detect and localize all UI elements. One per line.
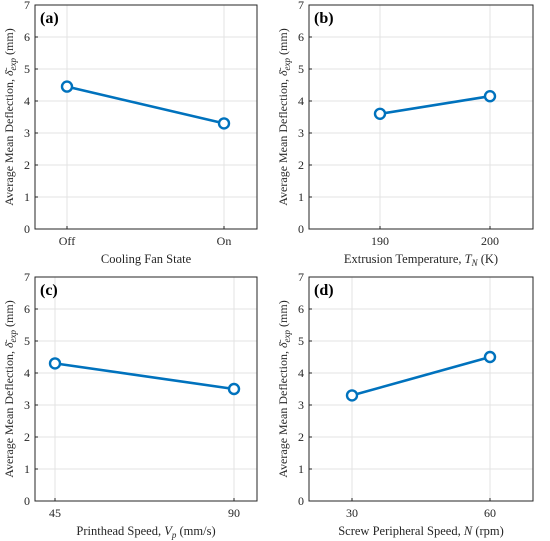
y-tick-label: 5: [298, 62, 304, 76]
y-tick-label: 1: [298, 190, 304, 204]
series-line: [379, 94, 491, 116]
x-tick-label: On: [217, 234, 232, 248]
y-tick-label: 3: [24, 398, 30, 412]
y-tick-label: 5: [298, 334, 304, 348]
chart-panel-b: 0 1 2 3 4 5 6 7 190 200 (b) Extrusion Temperature, …: [276, 0, 534, 268]
y-tick-label: 5: [24, 334, 30, 348]
y-tick-label: 0: [24, 494, 30, 508]
x-tick-label: 60: [484, 506, 496, 520]
y-tick-label: 6: [298, 302, 304, 316]
y-tick-label: 6: [24, 302, 30, 316]
y-axis-label: Average Mean Deflection, δ̄exp (mm): [276, 28, 292, 205]
x-axis-label: Printhead Speed, Vp (mm/s): [76, 524, 215, 540]
chart-panel-a: 0 1 2 3 4 5 6 7 Off On (a) Cooling Fan State Average…: [2, 0, 258, 266]
data-point-marker: [483, 89, 497, 103]
y-tick-label: 6: [298, 30, 304, 44]
chart-panel-d: 0 1 2 3 4 5 6 7 30 60 (d) Screw Peripheral Speed, N…: [276, 270, 534, 538]
y-tick-label: 4: [298, 94, 304, 108]
y-tick-label: 7: [24, 0, 30, 12]
x-tick-label: 30: [346, 506, 358, 520]
plot-frame: [308, 276, 534, 502]
y-tick-label: 0: [24, 222, 30, 236]
panel-label: (d): [314, 282, 334, 299]
data-point-marker: [227, 382, 241, 396]
x-tick-label: 200: [481, 234, 499, 248]
y-tick-label: 4: [24, 94, 30, 108]
y-axis-label: Average Mean Deflection, δ̄exp (mm): [2, 28, 18, 205]
y-tick-label: 3: [298, 398, 304, 412]
y-tick-label: 6: [24, 30, 30, 44]
panel-label: (a): [40, 10, 59, 27]
y-tick-label: 2: [298, 430, 304, 444]
y-tick-label: 7: [298, 270, 304, 284]
y-tick-label: 4: [24, 366, 30, 380]
x-tick-label: 190: [371, 234, 389, 248]
y-tick-label: 2: [24, 158, 30, 172]
x-axis-label: Extrusion Temperature, TN (K): [344, 252, 498, 268]
data-point-marker: [483, 350, 497, 364]
x-tick-label: 45: [49, 506, 61, 520]
y-tick-label: 7: [298, 0, 304, 12]
series-line: [66, 85, 225, 125]
data-point-marker: [60, 80, 74, 93]
y-tick-label: 0: [298, 222, 304, 236]
x-axis-label: Cooling Fan State: [101, 252, 192, 266]
panel-label: (b): [314, 10, 334, 27]
y-tick-label: 5: [24, 62, 30, 76]
data-point-marker: [345, 389, 359, 402]
y-axis-label: Average Mean Deflection, δ̄exp (mm): [276, 300, 292, 477]
x-tick-label: 90: [228, 506, 240, 520]
data-point-marker: [217, 117, 231, 130]
y-tick-label: 4: [298, 366, 304, 380]
x-tick-label: Off: [59, 234, 75, 248]
y-tick-label: 3: [24, 126, 30, 140]
data-point-marker: [48, 357, 62, 370]
plot-frame: [308, 4, 534, 230]
y-tick-label: 2: [298, 158, 304, 172]
y-tick-label: 1: [24, 462, 30, 476]
series-line: [54, 362, 235, 391]
y-tick-label: 7: [24, 270, 30, 284]
series-line: [351, 355, 491, 397]
y-tick-label: 1: [298, 462, 304, 476]
y-tick-label: 2: [24, 430, 30, 444]
y-axis-label: Average Mean Deflection, δ̄exp (mm): [2, 300, 18, 477]
y-tick-label: 1: [24, 190, 30, 204]
plot-frame: [34, 4, 258, 230]
y-tick-label: 3: [298, 126, 304, 140]
data-point-marker: [373, 107, 387, 121]
plot-frame: [34, 276, 258, 502]
panel-label: (c): [40, 282, 58, 299]
x-axis-label: Screw Peripheral Speed, N (rpm): [338, 524, 504, 538]
y-tick-label: 0: [298, 494, 304, 508]
